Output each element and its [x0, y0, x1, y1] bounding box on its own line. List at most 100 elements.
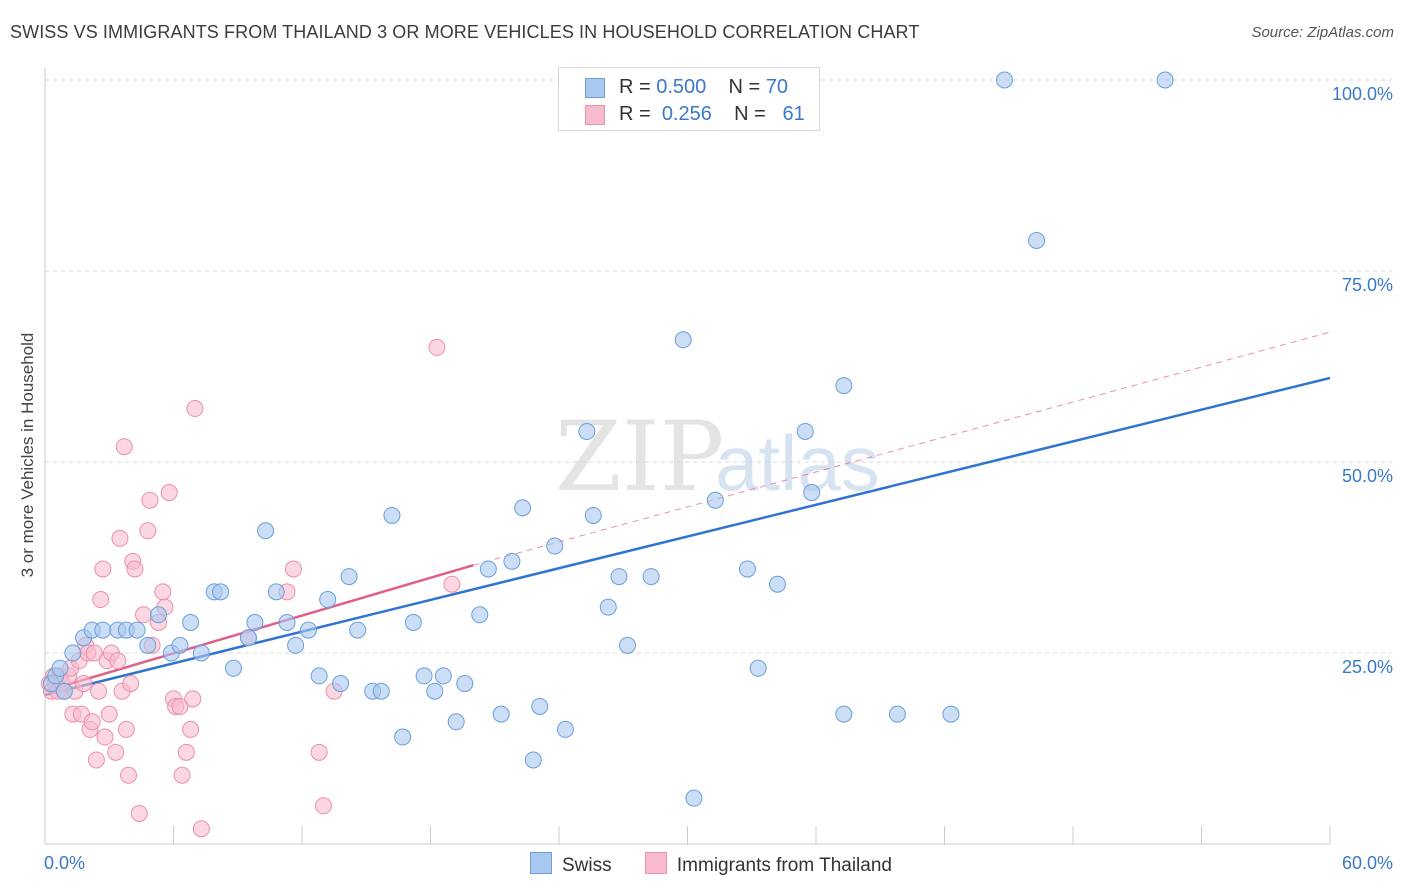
thai-point — [171, 697, 189, 715]
thai-point — [160, 484, 178, 502]
swiss-point — [995, 71, 1013, 89]
swiss-point — [803, 484, 821, 502]
axis-layer — [44, 68, 1331, 845]
thai-point — [182, 720, 200, 738]
thai-point — [139, 522, 157, 540]
swiss-point — [150, 606, 168, 624]
swiss-point — [278, 613, 296, 631]
swiss-point — [51, 659, 69, 677]
correlation-legend: R = 0.500 N = 70 R = 0.256 N = 61 — [558, 67, 820, 131]
swiss-point — [257, 522, 275, 540]
thai-point — [428, 338, 446, 356]
swiss-point — [171, 636, 189, 654]
points-layer — [40, 71, 1174, 838]
swiss-point — [706, 491, 724, 509]
swiss-point — [599, 598, 617, 616]
swiss-point — [1156, 71, 1174, 89]
swiss-point — [610, 568, 628, 586]
thai-trendline-extension — [473, 331, 1331, 566]
swiss-point — [64, 644, 82, 662]
swiss-point — [768, 575, 786, 593]
swiss-point — [267, 583, 285, 601]
swiss-point — [139, 636, 157, 654]
swiss-point — [514, 499, 532, 517]
series-legend-thai[interactable]: Immigrants from Thailand — [644, 852, 892, 877]
swiss-point — [246, 613, 264, 631]
thai-point — [90, 682, 108, 700]
y-tick-label: 50.0% — [1342, 466, 1393, 486]
legend-swatch-swiss — [585, 77, 605, 98]
swiss-point — [1028, 231, 1046, 249]
swiss-point — [584, 506, 602, 524]
swiss-point — [835, 705, 853, 723]
swiss-point — [479, 560, 497, 578]
swiss-point — [383, 506, 401, 524]
swiss-point — [524, 751, 542, 769]
swiss-point — [94, 621, 112, 639]
swiss-point — [128, 621, 146, 639]
swiss-point — [426, 682, 444, 700]
legend-thai-r-label: R = — [619, 103, 651, 125]
swiss-point — [546, 537, 564, 555]
thai-point — [443, 575, 461, 593]
series-legend: Swiss Immigrants from Thailand — [530, 852, 920, 877]
swiss-point — [738, 560, 756, 578]
series-swatch-thai — [644, 852, 667, 874]
legend-row-thai: R = 0.256 N = 61 — [585, 101, 805, 127]
thai-point — [83, 713, 101, 731]
thai-point — [173, 766, 191, 784]
swiss-point — [578, 422, 596, 440]
swiss-point — [685, 789, 703, 807]
thai-point — [186, 400, 204, 418]
legend-thai-n-label: N = — [734, 103, 766, 125]
swiss-point — [212, 583, 230, 601]
swiss-point — [796, 422, 814, 440]
swiss-point — [287, 636, 305, 654]
thai-point — [154, 583, 172, 601]
swiss-point — [503, 552, 521, 570]
swiss-point — [835, 377, 853, 395]
thai-point — [85, 644, 103, 662]
series-legend-swiss[interactable]: Swiss — [530, 852, 612, 877]
swiss-point — [332, 675, 350, 693]
thai-point — [130, 804, 148, 822]
swiss-point — [182, 613, 200, 631]
swiss-point — [239, 629, 257, 647]
swiss-point — [888, 705, 906, 723]
source-label: Source: ZipAtlas.com — [1251, 24, 1394, 41]
thai-point — [310, 743, 328, 761]
swiss-point — [192, 644, 210, 662]
x-tick-label: 0.0% — [44, 853, 85, 873]
thai-point — [126, 560, 144, 578]
swiss-point — [447, 713, 465, 731]
trendline-layer — [44, 331, 1331, 697]
chart-title: SWISS VS IMMIGRANTS FROM THAILAND 3 OR M… — [10, 22, 920, 42]
swiss-point — [642, 568, 660, 586]
swiss-point — [556, 720, 574, 738]
swiss-point — [224, 659, 242, 677]
legend-thai-r-value: 0.256 — [661, 103, 712, 125]
thai-point — [117, 720, 135, 738]
thai-point — [122, 675, 140, 693]
swiss-point — [942, 705, 960, 723]
thai-point — [111, 529, 129, 547]
y-tick-label: 25.0% — [1342, 657, 1393, 677]
thai-point — [284, 560, 302, 578]
swiss-point — [299, 621, 317, 639]
thai-point — [177, 743, 195, 761]
swiss-point — [415, 667, 433, 685]
swiss-point — [319, 591, 337, 609]
swiss-point — [372, 682, 390, 700]
thai-point — [107, 743, 125, 761]
legend-thai-n-value: 61 — [782, 103, 805, 125]
swiss-point — [492, 705, 510, 723]
thai-point — [87, 751, 105, 769]
swiss-point — [674, 331, 692, 349]
swiss-point — [434, 667, 452, 685]
thai-point — [94, 560, 112, 578]
thai-point — [109, 652, 127, 670]
legend-swiss-r-label: R = — [619, 76, 651, 98]
series-label-swiss: Swiss — [562, 855, 612, 876]
swiss-point — [394, 728, 412, 746]
